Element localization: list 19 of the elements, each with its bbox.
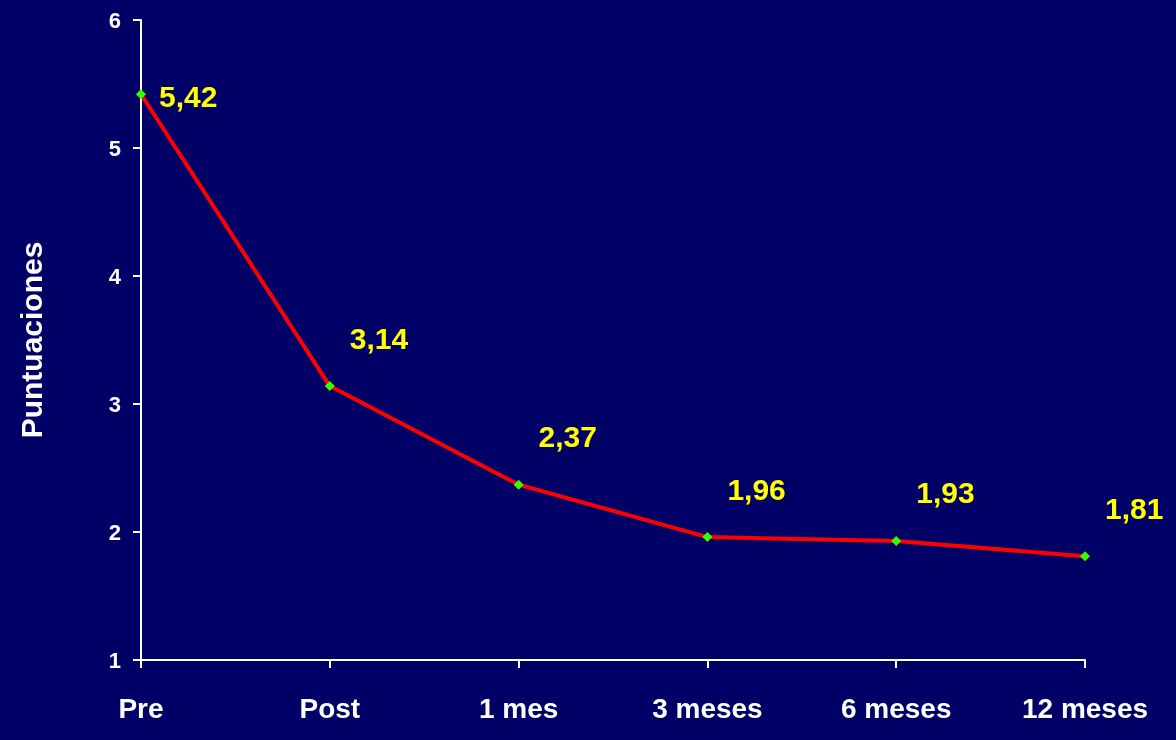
y-tick-label: 4 (108, 263, 122, 289)
data-label: 1,81 (1105, 491, 1164, 525)
data-label: 5,42 (159, 79, 218, 113)
x-tick-label: 3 meses (652, 692, 763, 724)
x-tick-label: Pre (118, 692, 164, 724)
y-tick-label: 1 (108, 647, 121, 673)
x-tick-label: Post (299, 692, 361, 724)
y-axis-title: Puntuaciones (14, 241, 48, 439)
x-tick-label: 6 meses (840, 692, 952, 724)
data-label: 2,37 (538, 420, 597, 454)
data-label: 1,96 (727, 472, 786, 506)
x-tick-label: 12 meses (1021, 692, 1149, 724)
y-tick-label: 3 (108, 391, 121, 417)
data-label: 1,93 (916, 476, 975, 510)
y-tick-label: 2 (108, 519, 121, 545)
y-tick-label: 6 (108, 7, 121, 33)
x-tick-label: 1 mes (478, 692, 559, 724)
y-tick-label: 5 (108, 135, 121, 161)
data-label: 3,14 (349, 321, 409, 355)
